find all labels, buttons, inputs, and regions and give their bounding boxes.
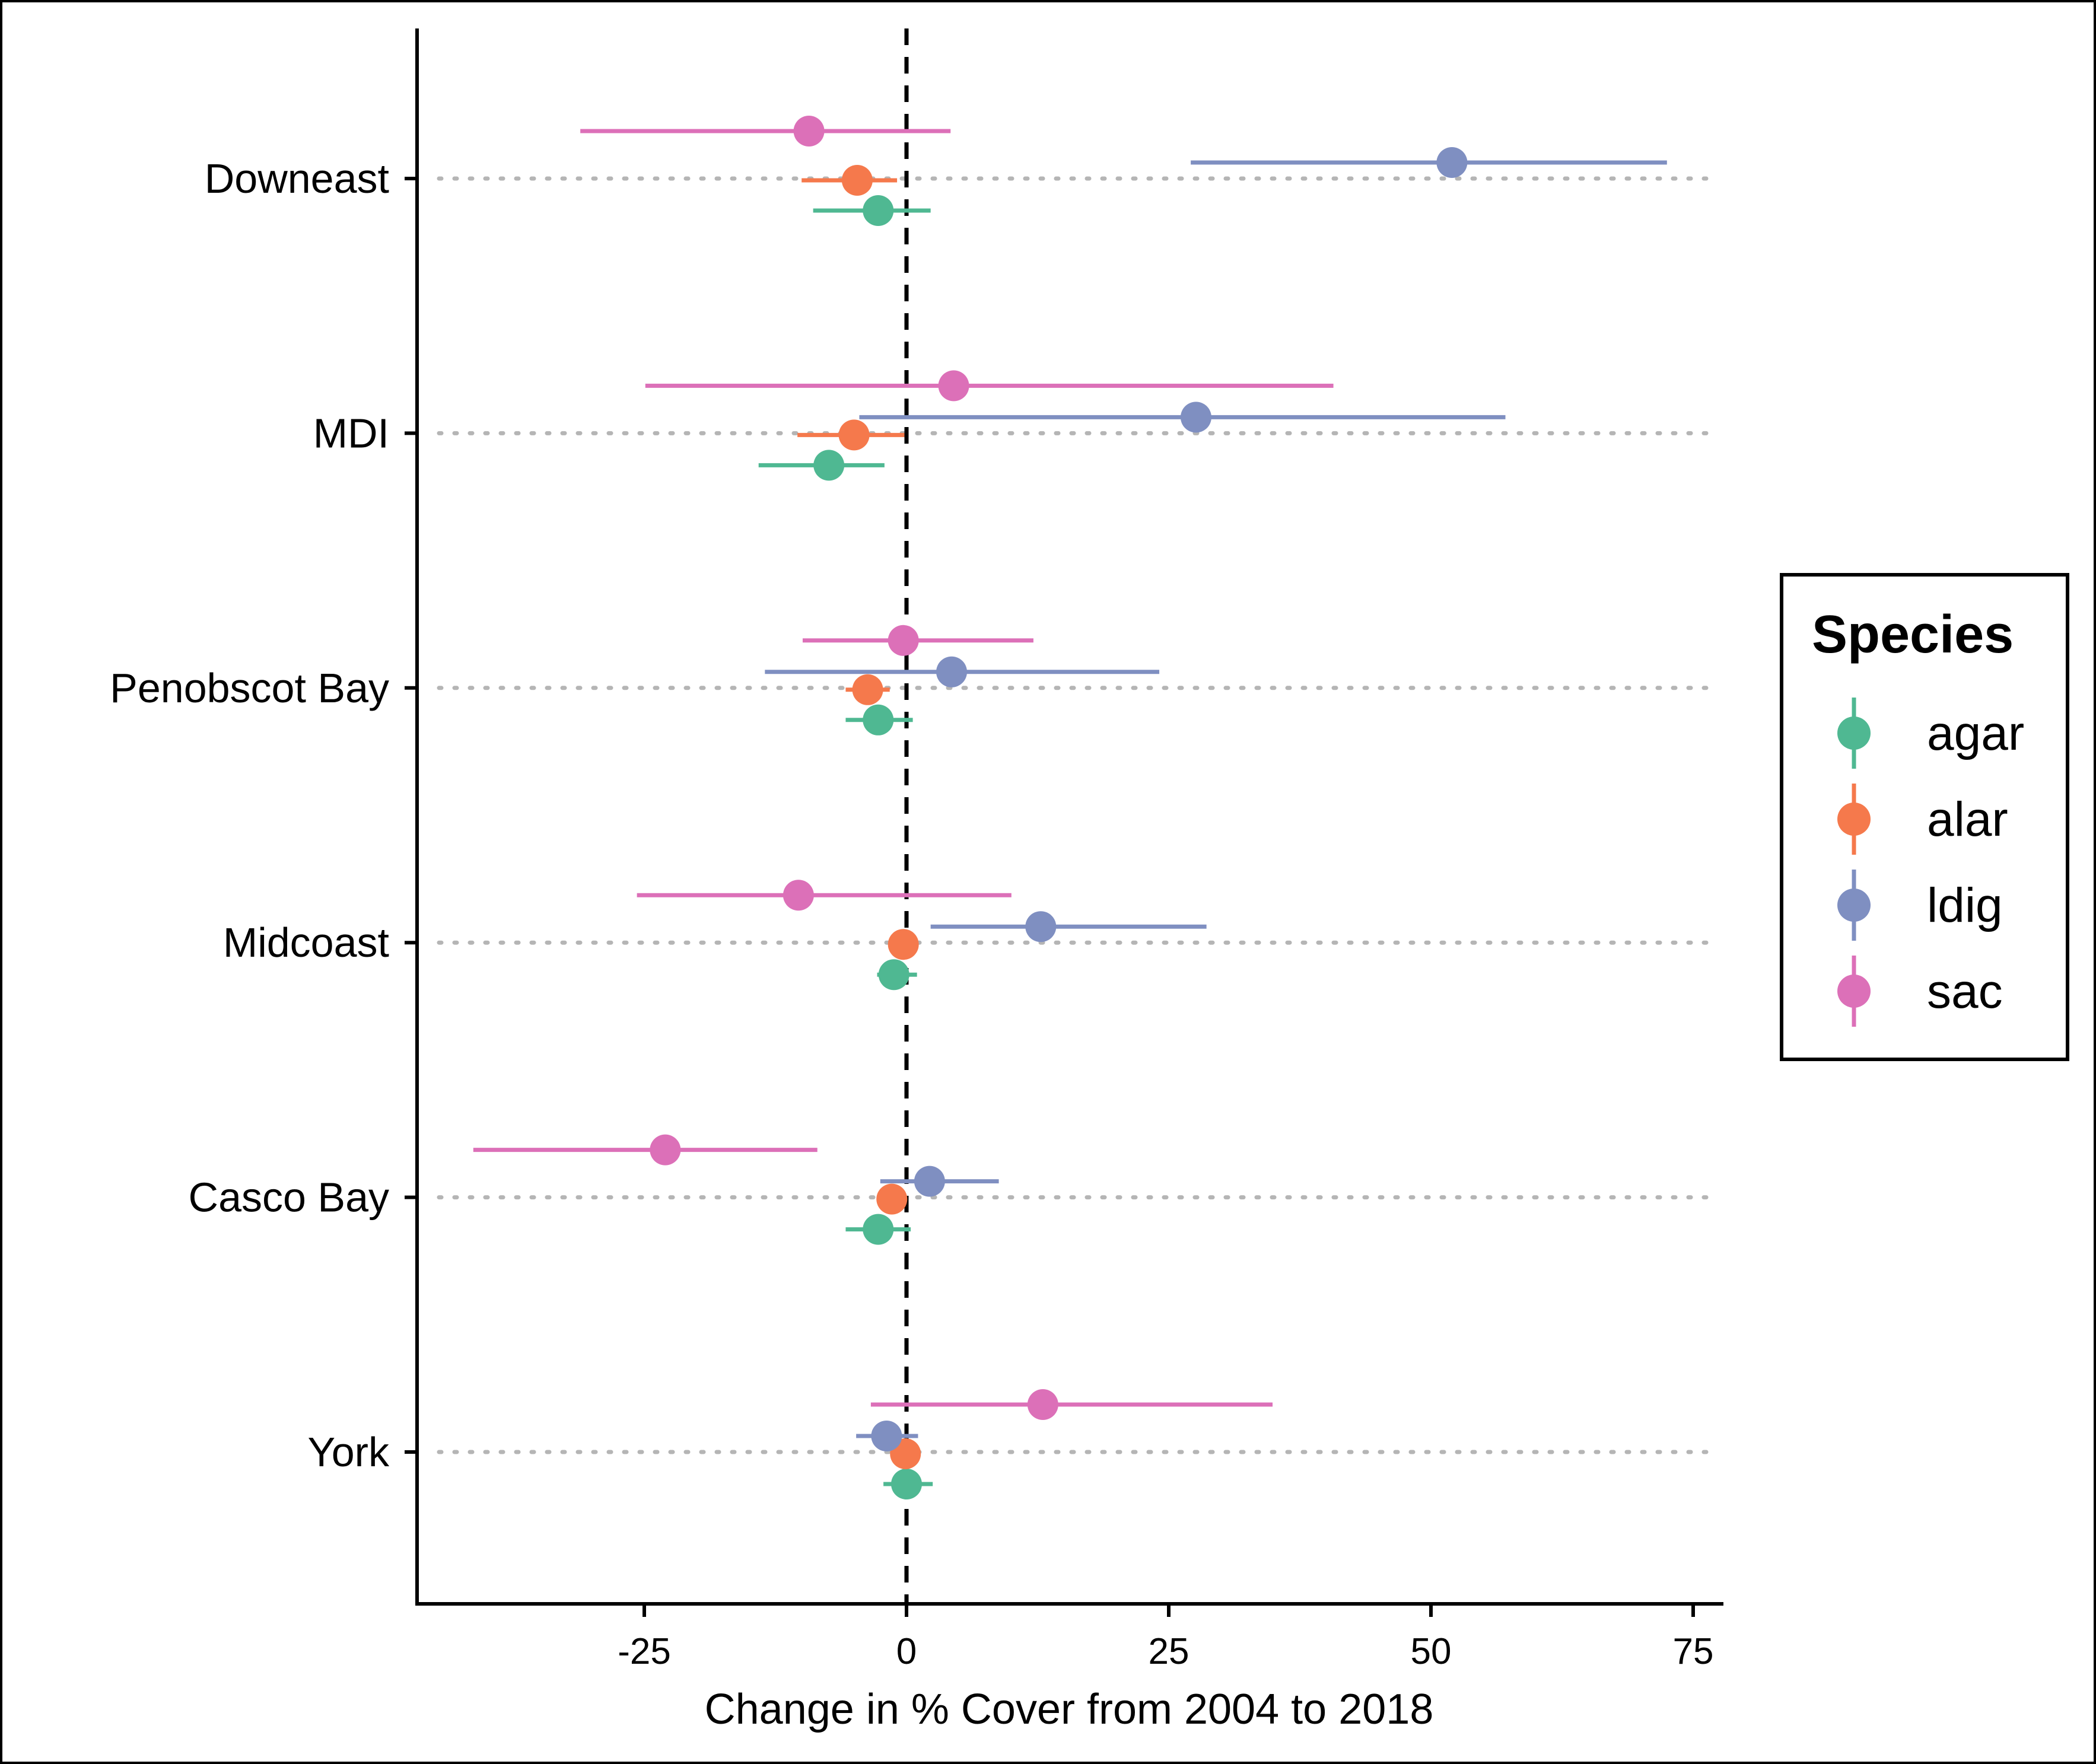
- point-ldig: [1025, 911, 1057, 943]
- point-sac: [650, 1134, 681, 1166]
- series-alar: [797, 165, 921, 1469]
- legend-item-sac: sac: [1837, 956, 2003, 1027]
- x-tick-label: 50: [1411, 1631, 1452, 1672]
- legend-key-point: [1837, 889, 1871, 922]
- point-ldig: [1436, 147, 1468, 178]
- legend: Species agar alar ldig sac: [1780, 573, 2069, 1061]
- point-ldig: [914, 1166, 945, 1197]
- legend-label: alar: [1927, 792, 2008, 846]
- legend-item-ldig: ldig: [1837, 870, 2003, 941]
- legend-label: agar: [1927, 706, 2024, 760]
- y-tick-label: York: [307, 1429, 390, 1475]
- point-sac: [793, 116, 825, 147]
- point-agar: [813, 450, 845, 481]
- legend-item-agar: agar: [1837, 698, 2024, 769]
- point-agar: [863, 195, 894, 226]
- legend-label: sac: [1927, 964, 2003, 1018]
- legend-label: ldig: [1927, 878, 2003, 932]
- point-agar: [863, 704, 894, 735]
- point-agar: [878, 959, 909, 991]
- x-tick-label: 0: [896, 1631, 917, 1672]
- point-sac: [938, 370, 969, 402]
- point-sac: [1027, 1389, 1058, 1420]
- legend-items: agar alar ldig sac: [1837, 698, 2024, 1027]
- point-ldig: [871, 1421, 902, 1451]
- series-agar: [758, 195, 933, 1499]
- legend-key-point: [1837, 717, 1871, 750]
- point-sac: [888, 625, 919, 656]
- x-tick-label: -25: [618, 1631, 671, 1672]
- point-alar: [852, 674, 883, 705]
- y-tick-label: Penobscot Bay: [110, 665, 389, 711]
- legend-box: [1780, 573, 2069, 1061]
- point-agar: [863, 1214, 894, 1245]
- x-tick-label: 25: [1149, 1631, 1189, 1672]
- point-agar: [891, 1469, 922, 1499]
- series-ldig: [765, 147, 1667, 1451]
- point-ldig: [936, 656, 968, 687]
- legend-title: Species: [1812, 605, 2014, 664]
- y-tick-label: MDI: [313, 410, 389, 456]
- y-tick-label: Casco Bay: [189, 1174, 389, 1221]
- legend-key-point: [1837, 975, 1871, 1008]
- point-ldig: [1180, 402, 1211, 433]
- point-alar: [841, 165, 873, 196]
- x-tick-label: 75: [1673, 1631, 1714, 1672]
- legend-key-point: [1837, 803, 1871, 836]
- point-alar: [876, 1183, 908, 1215]
- y-axis-ticks: Downeast MDI Penobscot Bay Midcoast Casco Ba…: [110, 155, 417, 1475]
- point-alar: [888, 929, 919, 960]
- axes: [415, 28, 1723, 1606]
- x-axis-title: Change in % Cover from 2004 to 2018: [705, 1686, 1434, 1733]
- series-sac: [473, 116, 1334, 1420]
- y-tick-label: Downeast: [205, 155, 389, 202]
- point-alar: [838, 419, 870, 451]
- y-tick-label: Midcoast: [223, 919, 389, 966]
- gridlines: [437, 176, 1717, 1454]
- point-sac: [783, 880, 814, 911]
- legend-item-alar: alar: [1837, 784, 2008, 855]
- x-axis-ticks: -25 0 25 50 75: [618, 1604, 1713, 1672]
- data-marks: [473, 116, 1667, 1499]
